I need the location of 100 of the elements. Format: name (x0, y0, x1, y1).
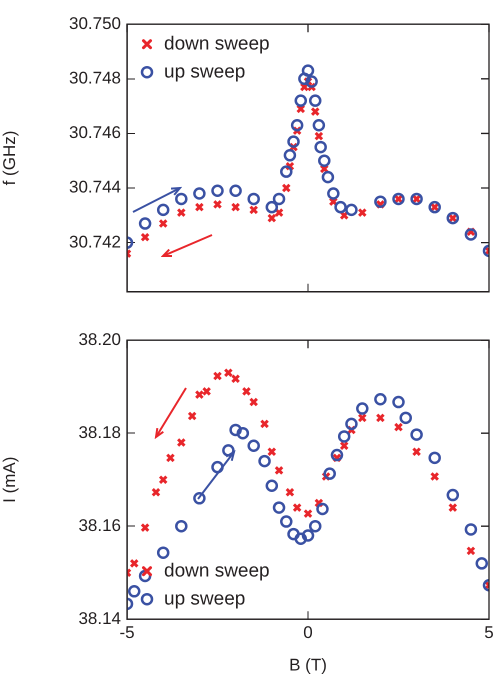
point (302, 529, 314, 542)
point (274, 466, 284, 476)
point (340, 441, 349, 450)
point (476, 557, 488, 570)
point (212, 371, 222, 381)
point (187, 411, 197, 421)
point (224, 368, 234, 378)
point (272, 501, 286, 514)
point (229, 184, 242, 198)
point (298, 72, 311, 86)
point (312, 118, 326, 132)
point (258, 454, 271, 468)
point (158, 475, 168, 484)
point (267, 447, 276, 456)
point (175, 192, 188, 206)
y-tick-label: 30.742 (69, 232, 121, 252)
point (374, 195, 387, 208)
point (356, 402, 369, 415)
x-axis-title: B (T) (289, 655, 327, 674)
point (130, 558, 139, 568)
y-tick-label: 30.744 (69, 178, 121, 197)
point (296, 104, 306, 114)
point (282, 183, 291, 193)
point (287, 528, 300, 540)
point (330, 448, 344, 462)
point (399, 412, 412, 424)
y-tick-label: 38.16 (78, 516, 121, 535)
point (138, 217, 152, 230)
point (345, 418, 358, 430)
point (242, 386, 252, 396)
point (230, 374, 240, 384)
point (151, 488, 161, 497)
point (392, 396, 405, 408)
point (166, 453, 176, 463)
point (428, 452, 441, 464)
y-tick-label: 30.746 (69, 123, 121, 142)
point (266, 479, 278, 492)
point (294, 532, 308, 546)
point (176, 438, 186, 448)
point (358, 208, 367, 218)
point (410, 428, 423, 441)
point (466, 546, 476, 556)
point (448, 502, 458, 512)
point (310, 106, 320, 116)
legend-label: down sweep (164, 560, 270, 582)
point (266, 200, 278, 214)
legend-label: up sweep (164, 61, 246, 82)
y-axis-title: f (GHz) (0, 130, 19, 186)
point (156, 204, 170, 216)
point (316, 502, 329, 516)
point (230, 202, 240, 212)
x-tick-label: -5 (119, 623, 135, 642)
point (305, 75, 318, 88)
point (430, 472, 440, 482)
point (140, 232, 150, 242)
point (308, 94, 322, 107)
point (464, 523, 478, 536)
point (314, 131, 324, 141)
y-tick-label: 30.750 (69, 14, 121, 33)
point (274, 208, 284, 218)
point (156, 546, 170, 559)
point (128, 585, 140, 598)
point (193, 187, 206, 200)
y-tick-label: 30.748 (69, 68, 121, 88)
point (212, 200, 222, 210)
point (249, 397, 258, 407)
point (211, 460, 224, 474)
point (294, 94, 308, 107)
point (280, 515, 293, 528)
point (267, 213, 276, 223)
y-tick-label: 38.14 (78, 608, 121, 628)
point (292, 502, 302, 512)
point (260, 419, 270, 429)
point (202, 386, 212, 396)
legend-label: up sweep (164, 588, 246, 610)
point (158, 218, 168, 228)
point (249, 205, 258, 215)
y-axis-title: I (mA) (0, 456, 19, 503)
legend-label: down sweep (164, 33, 270, 54)
point (374, 393, 387, 406)
point (338, 430, 350, 443)
point (358, 413, 367, 423)
x-tick-label: 5 (484, 623, 494, 642)
point (302, 64, 314, 77)
point (290, 118, 304, 132)
point (285, 488, 295, 497)
point (327, 187, 340, 200)
point (287, 135, 300, 148)
point (193, 492, 206, 505)
point (308, 520, 322, 532)
point (247, 192, 260, 206)
point (323, 467, 336, 480)
point (322, 170, 334, 184)
point (176, 208, 186, 218)
point (272, 192, 286, 206)
point (314, 140, 327, 154)
point (412, 447, 422, 456)
point (229, 424, 242, 436)
point (222, 444, 235, 457)
x-tick-label: 0 (303, 623, 313, 642)
